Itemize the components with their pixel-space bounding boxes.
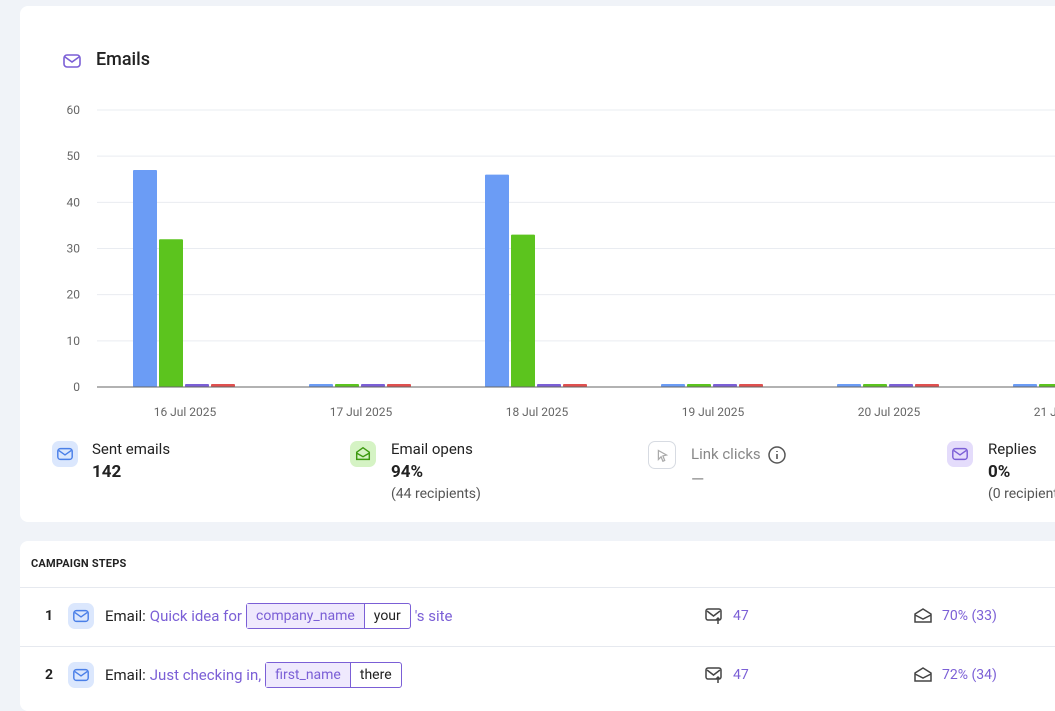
bar	[485, 174, 509, 387]
bar	[1039, 384, 1055, 387]
bar	[309, 384, 333, 387]
opens-rate: 70% (33)	[942, 608, 997, 624]
bar	[687, 384, 711, 387]
y-tick-label: 10	[67, 334, 81, 348]
bar	[361, 384, 385, 387]
bar	[511, 234, 535, 387]
variable-tag: first_name there	[265, 662, 402, 688]
stat-label: Link clicks	[691, 445, 761, 463]
x-tick-label: 21 Jul 2025	[1034, 405, 1055, 419]
bar	[739, 384, 763, 387]
step-number: 2	[45, 667, 54, 683]
bar	[915, 384, 939, 387]
bar	[185, 384, 209, 387]
subject-text: Just checking in,	[149, 666, 262, 684]
bar	[661, 384, 685, 387]
campaign-steps-card: CAMPAIGN STEPS 1 Email: Quick idea for comp…	[20, 541, 1055, 711]
bar	[863, 384, 887, 387]
bar	[837, 384, 861, 387]
bar	[387, 384, 411, 387]
step-icon	[68, 603, 94, 629]
stat-value: 142	[92, 462, 122, 482]
bar	[1013, 384, 1037, 387]
replies-icon	[947, 441, 973, 467]
step-icon	[68, 662, 94, 688]
bar	[713, 384, 737, 387]
stat-value: —	[691, 470, 705, 490]
subject-text: 's site	[414, 607, 453, 625]
step-number: 1	[45, 608, 54, 624]
sent-icon	[704, 666, 724, 688]
subject-text: Quick idea for	[149, 607, 242, 625]
step-subject: Email: Just checking in, first_name there	[105, 662, 406, 688]
opens-icon	[913, 666, 933, 688]
emails-card: Emails Sent emails 142 Email opens 94% (…	[20, 6, 1055, 522]
step-type: Email:	[105, 607, 146, 625]
y-tick-label: 20	[67, 288, 81, 302]
sent-icon	[704, 607, 724, 629]
card-title: Emails	[96, 49, 150, 70]
opens-icon	[913, 607, 933, 629]
x-tick-label: 19 Jul 2025	[682, 405, 745, 419]
step-row: 2 Email: Just checking in, first_name there 4…	[20, 660, 1055, 690]
stat-detail: (0 recipients)	[988, 486, 1055, 502]
opens-rate: 72% (34)	[942, 667, 997, 683]
bar	[889, 384, 913, 387]
clicks-icon	[648, 441, 676, 469]
stat-value: 94%	[391, 462, 424, 482]
y-tick-label: 60	[67, 103, 81, 117]
x-tick-label: 18 Jul 2025	[506, 405, 569, 419]
stat-value: 0%	[988, 462, 1011, 482]
y-tick-label: 50	[67, 149, 81, 163]
variable-name: company_name	[247, 604, 365, 628]
x-tick-label: 20 Jul 2025	[858, 405, 921, 419]
step-type: Email:	[105, 666, 146, 684]
bar	[335, 384, 359, 387]
opens-icon	[350, 441, 376, 467]
y-tick-label: 30	[67, 242, 81, 256]
divider	[20, 587, 1055, 588]
step-subject: Email: Quick idea for company_name your 's s…	[105, 603, 453, 629]
bar	[159, 239, 183, 387]
variable-fallback: there	[359, 667, 392, 683]
y-tick-label: 0	[73, 380, 80, 394]
y-tick-label: 40	[67, 195, 81, 209]
section-title: CAMPAIGN STEPS	[31, 557, 127, 570]
stat-label: Sent emails	[92, 440, 171, 458]
stat-label: Replies	[988, 440, 1037, 458]
chart: 0 10 20 30 40 50 60 16 Jul 2025 17 Jul 2025 18 Ju…	[67, 103, 1055, 419]
info-icon[interactable]	[767, 445, 787, 465]
x-tick-label: 17 Jul 2025	[330, 405, 393, 419]
sent-count: 47	[733, 667, 749, 683]
sent-count: 47	[733, 608, 749, 624]
sent-icon	[52, 441, 78, 467]
divider	[20, 646, 1055, 647]
bar	[211, 384, 235, 387]
stat-detail: (44 recipients)	[391, 486, 481, 502]
x-tick-label: 16 Jul 2025	[154, 405, 217, 419]
variable-name: first_name	[266, 663, 351, 687]
mail-icon	[63, 54, 81, 68]
bar	[133, 170, 157, 387]
step-row: 1 Email: Quick idea for company_name your 's …	[20, 601, 1055, 631]
stat-label: Email opens	[391, 440, 473, 458]
bar	[563, 384, 587, 387]
bar	[537, 384, 561, 387]
variable-fallback: your	[373, 608, 401, 624]
variable-tag: company_name your	[246, 603, 411, 629]
